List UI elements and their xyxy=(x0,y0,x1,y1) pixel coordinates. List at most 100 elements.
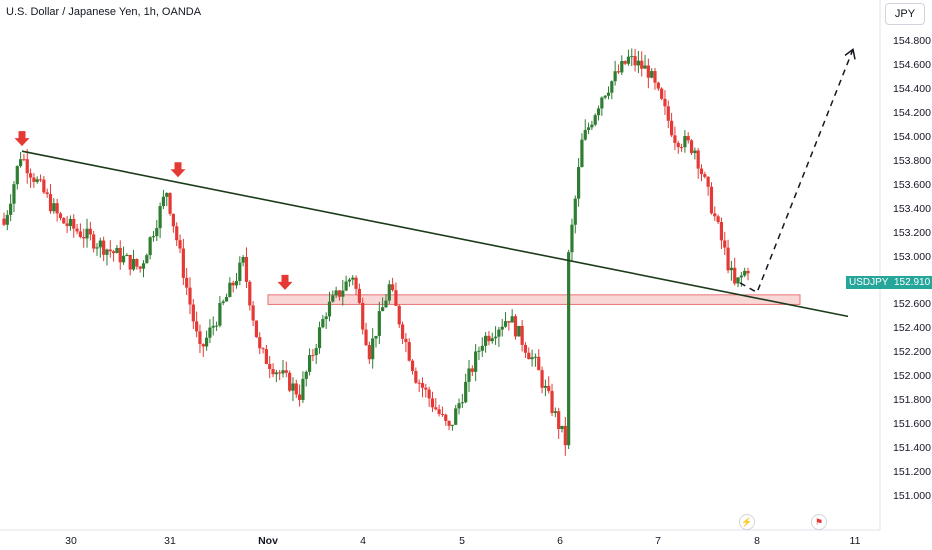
candle-down xyxy=(400,324,405,339)
candle-down xyxy=(663,98,667,107)
candle-up xyxy=(115,247,119,254)
candle-down xyxy=(248,281,252,306)
candle-down xyxy=(563,425,567,446)
candle-up xyxy=(739,275,743,278)
candle-down xyxy=(284,370,288,373)
badge-symbol: USDJPY xyxy=(846,276,892,289)
candle-up xyxy=(141,263,146,269)
candle-up xyxy=(145,255,149,264)
candle-up xyxy=(125,254,129,256)
candle-up xyxy=(95,247,99,249)
candle-down xyxy=(706,176,710,187)
price-tick-label: 154.200 xyxy=(893,106,931,119)
price-tick-label: 151.400 xyxy=(893,442,931,455)
us-flag-event-icon[interactable]: ⚑ xyxy=(811,514,827,530)
last-price-badge: USDJPY 152.910 xyxy=(846,276,932,289)
price-tick-label: 153.400 xyxy=(893,202,931,215)
candle-up xyxy=(381,307,385,312)
candle-up xyxy=(620,61,624,73)
candle-up xyxy=(321,319,325,328)
candle-up xyxy=(683,136,687,148)
candle-down xyxy=(640,60,644,69)
candle-up xyxy=(121,255,126,263)
candle-up xyxy=(347,279,352,282)
candle-down xyxy=(102,240,106,255)
candle-down xyxy=(394,290,398,306)
candle-up xyxy=(593,115,597,125)
candle-down xyxy=(470,368,474,372)
candle-down xyxy=(244,256,249,282)
candle-down xyxy=(268,363,272,370)
candle-up xyxy=(12,184,16,204)
candle-down xyxy=(254,320,259,338)
candle-down xyxy=(108,249,112,252)
candle-down xyxy=(656,82,660,89)
price-tick-label: 152.600 xyxy=(893,298,931,311)
candle-up xyxy=(234,280,239,286)
candle-up xyxy=(314,348,318,356)
candle-up xyxy=(543,385,547,388)
candle-down xyxy=(414,371,418,383)
candle-up xyxy=(384,300,388,308)
candle-up xyxy=(467,368,471,382)
candle-down xyxy=(447,420,451,426)
candle-down xyxy=(118,247,122,263)
candle-down xyxy=(288,372,292,391)
candle-up xyxy=(105,249,109,255)
candle-up xyxy=(224,296,229,302)
candle-up xyxy=(208,327,212,338)
candle-down xyxy=(719,222,724,241)
candle-down xyxy=(28,173,33,178)
candle-up xyxy=(158,206,162,229)
candle-down xyxy=(48,194,53,212)
candle-down xyxy=(696,150,700,169)
projection-arrowhead-icon xyxy=(844,48,856,60)
candle-up xyxy=(580,139,584,168)
candle-down xyxy=(294,383,298,395)
candle-down xyxy=(65,223,69,227)
candle-down xyxy=(666,106,670,121)
candle-up xyxy=(630,56,634,58)
candle-down xyxy=(171,213,175,227)
candle-up xyxy=(553,411,557,413)
candle-up xyxy=(533,356,538,358)
candle-up xyxy=(454,408,458,425)
candle-down xyxy=(2,218,6,225)
candle-down xyxy=(653,71,657,83)
candle-down xyxy=(417,382,421,384)
candle-down xyxy=(520,325,524,345)
candle-down xyxy=(424,387,428,390)
candle-down xyxy=(670,120,674,136)
candle-up xyxy=(5,214,9,225)
currency-button[interactable]: JPY xyxy=(885,3,925,25)
candle-down xyxy=(185,277,189,288)
candle-up xyxy=(626,56,631,64)
candle-down xyxy=(420,383,425,388)
candle-up xyxy=(307,355,312,372)
candle-down xyxy=(716,216,720,223)
candle-up xyxy=(650,71,654,78)
candle-down xyxy=(75,228,79,232)
candle-down xyxy=(195,321,199,332)
lightning-event-icon[interactable]: ⚡ xyxy=(739,514,755,530)
candle-down xyxy=(703,174,707,177)
candle-down xyxy=(686,136,690,141)
candle-up xyxy=(743,270,747,276)
candle-down xyxy=(298,394,302,400)
candle-down xyxy=(689,140,694,154)
arrow-down-marker-icon xyxy=(277,274,293,290)
candle-up xyxy=(351,277,355,280)
arrow-down-marker-icon xyxy=(14,131,30,147)
candle-down xyxy=(507,321,511,323)
candle-up xyxy=(517,325,521,337)
candle-down xyxy=(733,267,737,284)
candle-down xyxy=(404,338,408,343)
candle-up xyxy=(19,159,23,167)
candle-down xyxy=(188,287,192,305)
candle-up xyxy=(205,337,209,347)
candle-down xyxy=(261,348,265,350)
price-tick-label: 152.000 xyxy=(893,370,931,383)
candle-up xyxy=(493,336,498,339)
candle-up xyxy=(15,166,19,185)
